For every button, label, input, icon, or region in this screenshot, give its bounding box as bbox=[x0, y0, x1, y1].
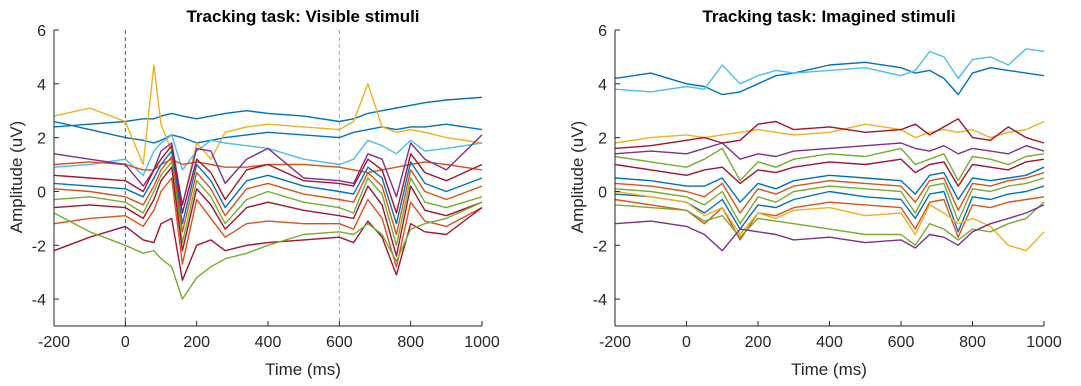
x-tick-label: 0 bbox=[682, 334, 691, 351]
y-tick-label: 0 bbox=[598, 184, 607, 201]
chart-imagined-stimuli: Tracking task: Imagined stimuli Time (ms… bbox=[568, 7, 1062, 379]
series-line bbox=[53, 134, 483, 177]
series-line bbox=[53, 155, 483, 236]
x-tick-label: 200 bbox=[745, 334, 772, 351]
series-line bbox=[614, 177, 1045, 225]
y-tick-label: 4 bbox=[37, 77, 46, 94]
series-line bbox=[614, 118, 1045, 150]
x-tick-label: 200 bbox=[183, 334, 210, 351]
y-tick-label: 6 bbox=[37, 23, 46, 40]
series-line bbox=[614, 201, 1045, 247]
series-line bbox=[614, 158, 1045, 187]
series-line bbox=[614, 204, 1045, 252]
series-line bbox=[614, 166, 1045, 203]
x-axis-label: Time (ms) bbox=[265, 360, 341, 379]
series-line bbox=[614, 171, 1045, 214]
x-tick-label: 800 bbox=[959, 334, 986, 351]
chart-title: Tracking task: Visible stimuli bbox=[186, 7, 419, 26]
series-line bbox=[53, 134, 483, 206]
series-line bbox=[614, 190, 1045, 252]
series-line bbox=[614, 147, 1045, 182]
x-tick-label: 1000 bbox=[1026, 334, 1062, 351]
series-line bbox=[614, 61, 1045, 96]
y-axis-label: Amplitude (uV) bbox=[7, 121, 26, 233]
y-tick-label: 6 bbox=[598, 23, 607, 40]
y-tick-label: -4 bbox=[593, 292, 607, 309]
x-tick-label: -200 bbox=[38, 334, 70, 351]
chart-title: Tracking task: Imagined stimuli bbox=[702, 7, 955, 26]
series-line bbox=[53, 158, 483, 174]
series-line bbox=[614, 120, 1045, 144]
series-line bbox=[614, 142, 1045, 160]
series-line bbox=[53, 207, 483, 281]
series-line bbox=[53, 150, 483, 225]
x-tick-label: 600 bbox=[888, 334, 915, 351]
series-line bbox=[53, 64, 483, 206]
series-line bbox=[53, 201, 483, 300]
series-line bbox=[53, 120, 483, 144]
y-tick-label: 2 bbox=[598, 131, 607, 148]
y-tick-label: 4 bbox=[598, 77, 607, 94]
x-tick-label: 600 bbox=[326, 334, 353, 351]
series-line bbox=[614, 185, 1045, 233]
series-line bbox=[53, 161, 483, 247]
x-tick-label: 1000 bbox=[464, 334, 500, 351]
y-tick-label: -2 bbox=[32, 238, 46, 255]
y-tick-label: -4 bbox=[32, 292, 46, 309]
series-line bbox=[53, 144, 483, 214]
y-tick-label: -2 bbox=[593, 238, 607, 255]
series-line bbox=[614, 48, 1045, 93]
y-tick-label: 0 bbox=[37, 184, 46, 201]
x-axis-label: Time (ms) bbox=[791, 360, 867, 379]
series-line bbox=[614, 196, 1045, 241]
chart-visible-stimuli: Tracking task: Visible stimuli Time (ms)… bbox=[7, 7, 500, 379]
x-tick-label: 400 bbox=[255, 334, 282, 351]
x-tick-label: 0 bbox=[121, 334, 130, 351]
series-line bbox=[53, 96, 483, 128]
series-line bbox=[53, 177, 483, 268]
x-tick-label: 800 bbox=[397, 334, 424, 351]
y-tick-label: 2 bbox=[37, 131, 46, 148]
y-axis-label: Amplitude (uV) bbox=[568, 121, 587, 233]
x-tick-label: 400 bbox=[816, 334, 843, 351]
x-tick-label: -200 bbox=[599, 334, 631, 351]
series-line bbox=[53, 166, 483, 257]
